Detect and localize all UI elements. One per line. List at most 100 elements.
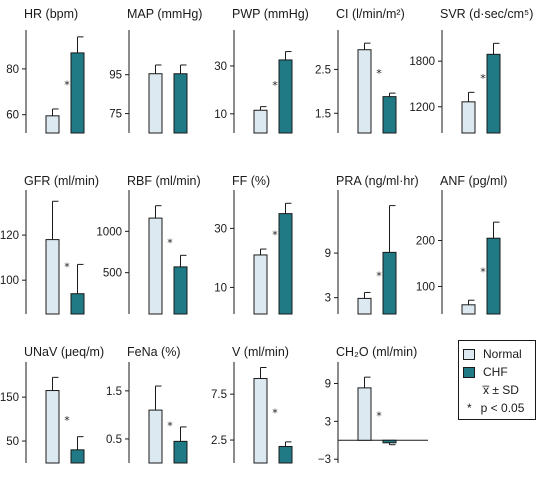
chart-map-mmhg-bar-normal <box>148 73 163 134</box>
chart-anf-pg-ml-bar-chf <box>486 237 501 315</box>
chart-v-ml-min-significance-star: * <box>272 407 278 420</box>
chart-fena-tick-label: 0.5 <box>106 434 122 446</box>
chart-rbf-ml-min-tick-label: 500 <box>103 268 122 280</box>
chart-pra-ng-ml-hr-tick-label: 9 <box>325 248 331 260</box>
chart-v-ml-min-bar-normal <box>253 378 268 464</box>
legend-label-normal: Normal <box>483 347 522 361</box>
legend-item-sig: * p < 0.05 <box>467 401 524 415</box>
chart-ff-bar-chf <box>278 213 293 315</box>
chart-fena-title: FeNa (%) <box>127 345 180 359</box>
chart-ch-o-ml-min: CH₂O (ml/min) −3 3 9 * <box>318 345 428 466</box>
chart-hr-bpm-tick-label: 80 <box>6 64 19 76</box>
chart-svr-d-sec-cm-bar-chf <box>486 53 501 134</box>
chart-gfr-ml-min-tick-label: 120 <box>0 230 19 242</box>
chart-map-mmhg-tick-label: 75 <box>109 109 122 121</box>
chart-anf-pg-ml-title: ANF (pg/ml) <box>440 174 507 188</box>
chart-pra-ng-ml-hr: PRA (ng/ml·hr) 3 9 * <box>325 174 419 315</box>
chart-pra-ng-ml-hr-bar-normal <box>357 297 372 315</box>
chart-svr-d-sec-cm: SVR (d·sec/cm⁵) 1200 1800 * <box>409 7 533 134</box>
chart-ff-significance-star: * <box>272 228 278 241</box>
chart-svr-d-sec-cm-tick-label: 1200 <box>409 102 435 114</box>
chart-hr-bpm-bar-normal <box>45 115 60 134</box>
chart-map-mmhg-title: MAP (mmHg) <box>127 7 202 21</box>
chart-ch-o-ml-min-significance-star: * <box>376 409 382 422</box>
legend-item-normal: Normal <box>463 347 522 361</box>
chart-unav-eq-m: UNaV (μeq/m) 50 150 * <box>0 345 104 464</box>
chart-map-mmhg-tick-label: 95 <box>109 70 122 82</box>
chart-fena-bar-chf <box>173 440 188 464</box>
chart-ci-l-min-m-bar-chf <box>382 96 397 134</box>
legend-item-stat: x̅ ± SD <box>483 383 519 397</box>
chart-anf-pg-ml-tick-label: 100 <box>416 281 435 293</box>
chart-pra-ng-ml-hr-significance-star: * <box>376 269 382 282</box>
chart-unav-eq-m-tick-label: 150 <box>0 392 19 404</box>
chart-pwp-mmhg-significance-star: * <box>272 79 278 92</box>
chart-rbf-ml-min-tick-label: 1000 <box>96 226 122 238</box>
chart-rbf-ml-min-bar-chf <box>173 266 188 315</box>
chart-unav-eq-m-tick-label: 50 <box>6 436 19 448</box>
legend-swatch-chf <box>463 366 475 378</box>
chart-v-ml-min-tick-label: 7.5 <box>211 389 227 401</box>
chart-pra-ng-ml-hr-bar-chf <box>382 251 397 315</box>
legend-sig-symbol: * <box>467 401 472 415</box>
chart-gfr-ml-min: GFR (ml/min) 100 120 * <box>0 174 99 315</box>
chart-unav-eq-m-title: UNaV (μeq/m) <box>24 345 104 359</box>
chart-pra-ng-ml-hr-tick-label: 3 <box>325 293 331 305</box>
chart-svr-d-sec-cm-significance-star: * <box>480 72 486 85</box>
chart-unav-eq-m-bar-normal <box>45 390 60 464</box>
chart-unav-eq-m-bar-chf <box>70 449 85 464</box>
chart-hr-bpm-bar-chf <box>70 52 85 134</box>
chart-ch-o-ml-min-bar-chf <box>382 439 397 444</box>
chart-gfr-ml-min-significance-star: * <box>64 261 70 274</box>
chart-fena: FeNa (%) 0.5 1.5 * <box>106 345 188 464</box>
chart-rbf-ml-min-significance-star: * <box>167 236 173 249</box>
chart-map-mmhg: MAP (mmHg) 75 95 <box>109 7 202 134</box>
chart-svr-d-sec-cm-title: SVR (d·sec/cm⁵) <box>440 7 533 21</box>
chart-svr-d-sec-cm-tick-label: 1800 <box>409 56 435 68</box>
chart-v-ml-min: V (ml/min) 2.5 7.5 * <box>211 345 293 464</box>
chart-ci-l-min-m-bar-normal <box>357 49 372 134</box>
chart-fena-bar-normal <box>148 409 163 464</box>
chart-gfr-ml-min-bar-normal <box>45 239 60 315</box>
chart-ff-tick-label: 30 <box>214 223 227 235</box>
chart-ci-l-min-m-tick-label: 1.5 <box>315 108 331 120</box>
legend-swatch-normal <box>463 348 475 360</box>
chart-anf-pg-ml-significance-star: * <box>480 266 486 279</box>
chart-pra-ng-ml-hr-title: PRA (ng/ml·hr) <box>336 174 419 188</box>
chart-svr-d-sec-cm-bar-normal <box>461 101 476 134</box>
chart-ch-o-ml-min-title: CH₂O (ml/min) <box>336 345 417 359</box>
chart-pwp-mmhg: PWP (mmHg) 10 30 * <box>214 7 309 134</box>
chart-ci-l-min-m: CI (l/min/m²) 1.5 2.5 * <box>315 7 405 134</box>
chart-ch-o-ml-min-tick-label: 9 <box>325 378 331 390</box>
chart-ch-o-ml-min-tick-label: −3 <box>318 454 331 466</box>
chart-anf-pg-ml: ANF (pg/ml) 100 200 * <box>416 174 507 315</box>
chart-ci-l-min-m-title: CI (l/min/m²) <box>336 7 405 21</box>
chart-ch-o-ml-min-bar-normal <box>357 387 372 441</box>
chart-ff-tick-label: 10 <box>214 282 227 294</box>
legend-label-stat: x̅ ± SD <box>483 383 519 397</box>
chart-hr-bpm-title: HR (bpm) <box>24 7 78 21</box>
chart-ff-bar-normal <box>253 254 268 315</box>
chart-fena-tick-label: 1.5 <box>106 386 122 398</box>
chart-pwp-mmhg-tick-label: 30 <box>214 61 227 73</box>
chart-map-mmhg-bar-chf <box>173 73 188 134</box>
chart-ci-l-min-m-tick-label: 2.5 <box>315 64 331 76</box>
chart-hr-bpm-significance-star: * <box>64 78 70 91</box>
chart-fena-significance-star: * <box>167 420 173 433</box>
chart-anf-pg-ml-bar-normal <box>461 304 476 315</box>
chart-ff: FF (%) 10 30 * <box>214 174 293 315</box>
legend: Normal CHF x̅ ± SD * p < 0.05 <box>458 340 536 420</box>
chart-gfr-ml-min-title: GFR (ml/min) <box>24 174 99 188</box>
chart-v-ml-min-title: V (ml/min) <box>232 345 289 359</box>
chart-pwp-mmhg-bar-normal <box>253 109 268 134</box>
chart-rbf-ml-min: RBF (ml/min) 500 1000 * <box>96 174 201 315</box>
chart-ci-l-min-m-significance-star: * <box>376 67 382 80</box>
chart-ff-title: FF (%) <box>232 174 270 188</box>
chart-ch-o-ml-min-tick-label: 3 <box>325 416 331 428</box>
chart-rbf-ml-min-title: RBF (ml/min) <box>127 174 201 188</box>
chart-gfr-ml-min-bar-chf <box>70 293 85 315</box>
chart-unav-eq-m-significance-star: * <box>64 414 70 427</box>
chart-v-ml-min-tick-label: 2.5 <box>211 435 227 447</box>
chart-pwp-mmhg-tick-label: 10 <box>214 109 227 121</box>
chart-pwp-mmhg-title: PWP (mmHg) <box>232 7 309 21</box>
